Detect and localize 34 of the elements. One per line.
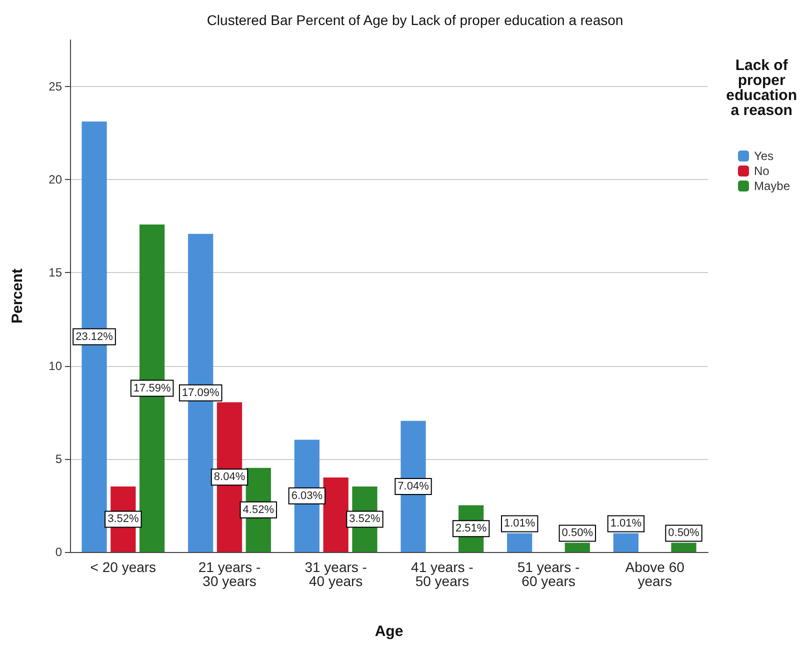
y-tick-label: 10 bbox=[48, 358, 62, 373]
data-label: 3.52% bbox=[349, 513, 381, 526]
data-label: 0.50% bbox=[668, 527, 700, 540]
x-axis-title: Age bbox=[374, 623, 404, 640]
data-label: 8.04% bbox=[214, 471, 246, 484]
data-label: 3.52% bbox=[108, 513, 139, 526]
chart-title: Clustered Bar Percent of Age by Lack of proper education a reason bbox=[206, 12, 624, 28]
x-tick-label: < 20 years bbox=[90, 559, 156, 575]
y-tick-label: 15 bbox=[48, 266, 62, 280]
data-label: 0.50% bbox=[562, 527, 594, 540]
x-tick-label: 41 years - 50 years bbox=[411, 559, 474, 589]
bar bbox=[323, 478, 348, 552]
y-tick-label: 5 bbox=[55, 452, 62, 466]
data-label: 4.52% bbox=[242, 504, 274, 516]
data-label: 2.51% bbox=[455, 522, 487, 535]
data-label: 23.12% bbox=[76, 330, 114, 343]
data-label: 17.09% bbox=[182, 386, 220, 399]
y-axis-title: Percent bbox=[9, 268, 26, 324]
y-tick-label: 0 bbox=[55, 545, 62, 559]
legend-label: No bbox=[754, 164, 770, 178]
x-tick-label: 51 years - 60 years bbox=[517, 559, 580, 589]
legend-label: Yes bbox=[754, 149, 774, 163]
data-label: 7.04% bbox=[398, 480, 430, 492]
x-tick-label: 21 years - 30 years bbox=[198, 559, 261, 589]
data-label: 1.01% bbox=[610, 518, 642, 530]
y-tick-label: 20 bbox=[48, 172, 62, 187]
data-label: 1.01% bbox=[504, 518, 536, 530]
legend-title: Lack of proper education a reason bbox=[726, 57, 797, 119]
data-label: 17.59% bbox=[133, 382, 171, 394]
data-label: 6.03% bbox=[291, 490, 323, 502]
x-tick-label: 31 years - 40 years bbox=[304, 559, 368, 589]
legend-label: Maybe bbox=[754, 179, 790, 193]
y-tick-label: 25 bbox=[48, 80, 62, 94]
x-tick-label: Above 60 years bbox=[625, 559, 685, 589]
